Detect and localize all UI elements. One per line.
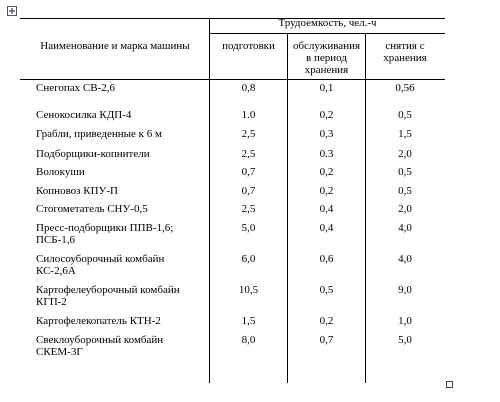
cell-value: 0.3 bbox=[319, 148, 334, 160]
cell-value: 1,0 bbox=[398, 315, 412, 327]
cell-value: 0,7 bbox=[241, 185, 256, 197]
rule bbox=[365, 33, 366, 383]
name-header: Наименование и марка машины bbox=[40, 40, 190, 52]
column-header: подготовки bbox=[222, 40, 275, 52]
column-header: снятия с хранения bbox=[383, 40, 427, 64]
cell-value: 4,0 bbox=[398, 222, 412, 234]
machine-name: Копновоз КПУ-П bbox=[36, 185, 118, 197]
cell-value: 0,8 bbox=[241, 82, 256, 94]
cell-value: 5,0 bbox=[241, 222, 256, 234]
machine-name: Стогометатель СНУ-0,5 bbox=[36, 203, 148, 215]
machine-name: Сенокосилка КДП-4 bbox=[36, 109, 132, 121]
end-marker bbox=[446, 381, 453, 388]
cell-value: 0,6 bbox=[319, 253, 334, 265]
machine-name: Свеклоуборочный комбайн СКЕМ-3Г bbox=[36, 334, 164, 358]
cell-value: 0,7 bbox=[241, 166, 256, 178]
rule bbox=[209, 33, 445, 34]
cell-value: 2,5 bbox=[241, 148, 256, 160]
rule bbox=[209, 18, 210, 383]
cell-value: 0,4 bbox=[319, 222, 334, 234]
machine-name: Подборщики-копнители bbox=[36, 148, 150, 160]
cell-value: 2,5 bbox=[241, 128, 256, 140]
cell-value: 0,2 bbox=[319, 109, 334, 121]
machine-name: Силосоуборочный комбайн КС-2,6А bbox=[36, 253, 165, 277]
machine-name: Грабли, приведенные к 6 м bbox=[36, 128, 162, 140]
table-handle[interactable] bbox=[7, 6, 17, 16]
cell-value: 1,5 bbox=[398, 128, 412, 140]
cell-value: 1.0 bbox=[241, 109, 256, 121]
cell-value: 0,4 bbox=[319, 203, 334, 215]
cell-value: 4,0 bbox=[398, 253, 412, 265]
cell-value: 8,0 bbox=[241, 334, 256, 346]
machine-name: Картофелеуборочный комбайн КГП-2 bbox=[36, 284, 180, 308]
cell-value: 1,5 bbox=[241, 315, 256, 327]
cell-value: 0,7 bbox=[319, 334, 334, 346]
rule bbox=[287, 33, 288, 383]
cell-value: 0,3 bbox=[319, 128, 334, 140]
cell-value: 0,5 bbox=[398, 109, 412, 121]
group-header: Трудоемкость, чел.-ч bbox=[278, 17, 377, 29]
cell-value: 0,2 bbox=[319, 315, 334, 327]
cell-value: 2,5 bbox=[241, 203, 256, 215]
rule bbox=[20, 79, 445, 80]
cell-value: 2,0 bbox=[398, 203, 412, 215]
cell-value: 0,5 bbox=[319, 284, 334, 296]
column-header: обслуживания в период хранения bbox=[292, 40, 361, 76]
cell-value: 0,5 bbox=[398, 166, 412, 178]
cell-value: 0,2 bbox=[319, 185, 334, 197]
machine-name: Снегопах СВ-2,6 bbox=[36, 82, 115, 94]
cell-value: 0,56 bbox=[395, 82, 415, 94]
cell-value: 0,1 bbox=[319, 82, 334, 94]
machine-name: Пресс-подборщики ППВ-1,6; ПСБ-1,6 bbox=[36, 222, 174, 246]
cell-value: 0,2 bbox=[319, 166, 334, 178]
cell-value: 0,5 bbox=[398, 185, 412, 197]
rule bbox=[20, 18, 445, 19]
machine-name: Картофелекопатель КТН-2 bbox=[36, 315, 161, 327]
cell-value: 6,0 bbox=[241, 253, 256, 265]
cell-value: 5,0 bbox=[398, 334, 412, 346]
cell-value: 9,0 bbox=[398, 284, 412, 296]
machine-name: Волокуши bbox=[36, 166, 85, 178]
cell-value: 2,0 bbox=[398, 148, 412, 160]
cell-value: 10,5 bbox=[238, 284, 259, 296]
